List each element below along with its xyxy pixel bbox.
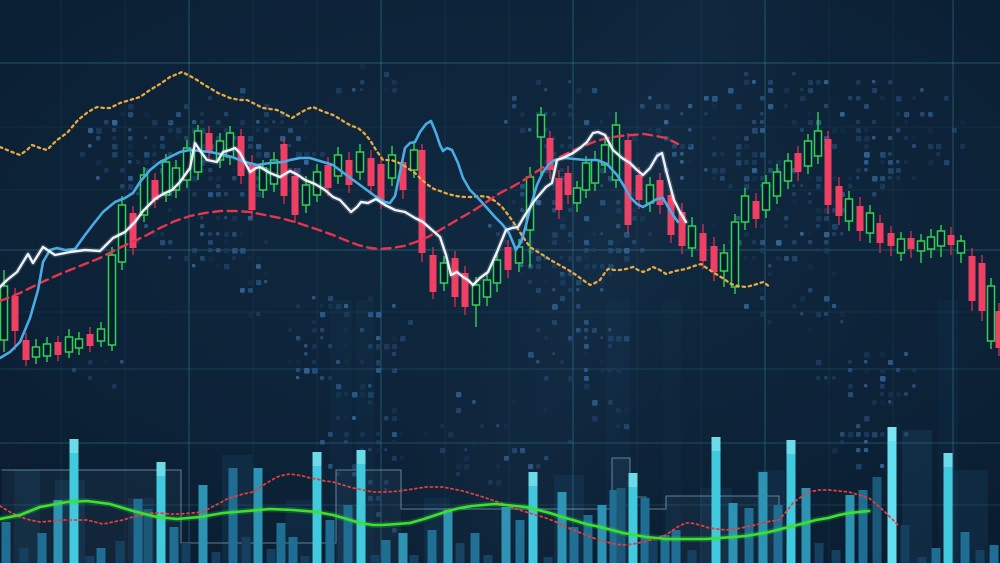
ma-orange-dotted-line: [0, 70, 772, 289]
ma-red-dashed-line: [0, 132, 680, 303]
volume-signal-lines: [0, 473, 900, 546]
ma-blue-line: [0, 119, 680, 360]
candlestick-series: [0, 107, 1000, 366]
indicator-lines: [0, 70, 772, 360]
volume-green-signal-line: [0, 499, 871, 541]
ma-white-line: [0, 130, 688, 289]
volume-red-dotted-line: [0, 473, 900, 546]
